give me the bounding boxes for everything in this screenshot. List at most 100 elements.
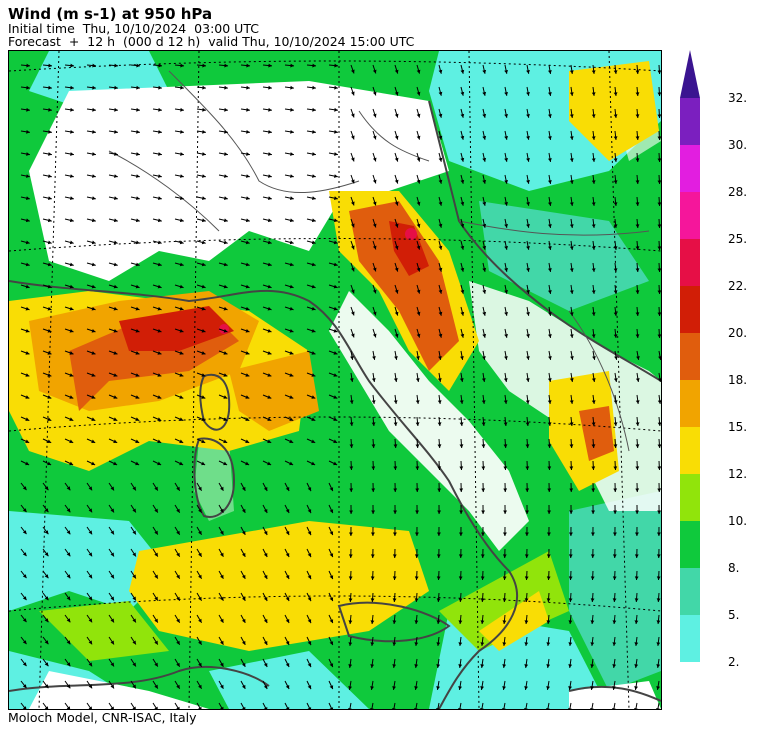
wind-arrow-head [201, 306, 206, 311]
wind-arrow-head [569, 70, 574, 74]
wind-arrow-head [392, 554, 397, 558]
wind-arrow-head [590, 664, 595, 668]
wind-arrow-head [613, 510, 617, 514]
wind-arrow-head [246, 152, 250, 156]
wind-arrow-head [524, 576, 529, 580]
wind-arrow-head [568, 598, 573, 602]
wind-arrow-head [613, 114, 618, 118]
wind-arrow-head [590, 686, 594, 690]
wind-arrow-head [110, 508, 114, 513]
wind-arrow-head [201, 395, 206, 399]
wind-arrow-head [351, 333, 355, 338]
wind-arrow-head [179, 262, 184, 267]
wind-arrow-head [179, 306, 184, 311]
wind-arrow-head [223, 329, 228, 333]
wind-arrow-head [482, 356, 486, 360]
wind-arrow-head [66, 596, 71, 601]
wind-arrow-head [267, 395, 272, 399]
wind-arrow-head [482, 267, 487, 272]
wind-arrow-head [176, 662, 180, 667]
wind-arrow-head [392, 620, 397, 624]
wind-arrow-head [91, 461, 96, 466]
wind-arrow-head [157, 284, 162, 289]
wind-arrow-head [246, 63, 250, 68]
wind-arrow-head [657, 158, 661, 162]
wind-arrow-head [416, 201, 421, 206]
wind-arrow-head [568, 576, 573, 580]
wind-arrow-head [114, 85, 118, 90]
coastlines [9, 100, 661, 709]
wind-arrow-head [267, 218, 272, 223]
wind-arrow-head [415, 466, 420, 470]
wind-arrow-head [113, 351, 118, 355]
wind-arrow-head [569, 378, 574, 382]
legend-label: 25. [728, 232, 748, 246]
wind-arrow-head [547, 466, 552, 470]
wind-arrow-head [223, 461, 228, 466]
wind-arrow-head [569, 488, 574, 492]
wind-arrow-head [289, 262, 294, 267]
wind-arrow-head [392, 598, 397, 602]
wind-arrow-head [91, 417, 96, 421]
wind-arrow-head [44, 662, 49, 667]
legend-swatch [680, 568, 700, 615]
wind-arrow-head [26, 107, 30, 112]
wind-arrow-head [635, 510, 639, 514]
wind-arrow-head [458, 576, 463, 580]
wind-arrow-head [135, 461, 140, 466]
wind-arrow-head [307, 487, 312, 492]
wind-arrow-head [349, 422, 354, 426]
wind-arrow-head [110, 574, 114, 579]
wind-arrow-head [548, 356, 552, 360]
wind-arrow-head [26, 196, 30, 200]
wind-arrow [130, 702, 136, 709]
wind-arrow-head [438, 91, 443, 96]
wind-arrow-head [307, 641, 312, 646]
wind-arrow-head [311, 262, 316, 267]
wind-arrow-head [414, 664, 419, 668]
wind-arrow-head [92, 152, 96, 156]
wind-arrow-head [526, 114, 530, 118]
wind-arrow-head [311, 439, 316, 443]
wind-arrow-head [349, 466, 354, 470]
wind-arrow-head [437, 510, 441, 514]
wind-arrow-head [569, 224, 574, 228]
wind-arrow-head [414, 686, 418, 690]
wind-arrow-head [634, 642, 639, 646]
wind-arrow-head [480, 554, 485, 558]
wind-arrow-head [372, 91, 377, 96]
wind-arrow-head [437, 488, 442, 492]
wind-arrow-head [613, 378, 618, 382]
wind-arrow-head [436, 664, 441, 668]
wind-arrow-head [459, 422, 464, 426]
wind-arrow-head [267, 351, 272, 355]
wind-arrow-head [48, 130, 52, 134]
wind-arrow-head [504, 224, 508, 228]
wind-arrow-head [459, 532, 463, 536]
wind-arrow-head [91, 218, 96, 223]
wind-arrow-head [634, 554, 639, 558]
wind-arrow-head [334, 174, 338, 178]
wind-arrow-head [158, 196, 162, 200]
wind-arrow-head [179, 373, 184, 377]
wind-arrow-head [70, 174, 74, 178]
wind-arrow-head [66, 640, 71, 645]
wind-arrow-head [613, 334, 618, 338]
wind-arrow-head [333, 373, 338, 377]
wind-arrow-head [415, 444, 420, 448]
wind-arrow [393, 702, 396, 709]
wind-arrow-head [88, 706, 92, 709]
wind-arrow-head [25, 417, 30, 421]
wind-arrow-head [548, 92, 552, 96]
wind-arrow-head [613, 466, 618, 470]
wind-arrow-head [245, 373, 250, 377]
wind-arrow-head [634, 664, 639, 668]
wind-arrow-head [482, 333, 487, 338]
wind-arrow-head [656, 554, 661, 558]
wind-arrow-head [351, 135, 355, 140]
wind-arrow-head [372, 201, 377, 206]
wind-arrow-head [334, 130, 338, 134]
wind-arrow-head [132, 640, 136, 645]
wind-arrow-head [591, 400, 596, 404]
wind-arrow-head [546, 642, 551, 646]
